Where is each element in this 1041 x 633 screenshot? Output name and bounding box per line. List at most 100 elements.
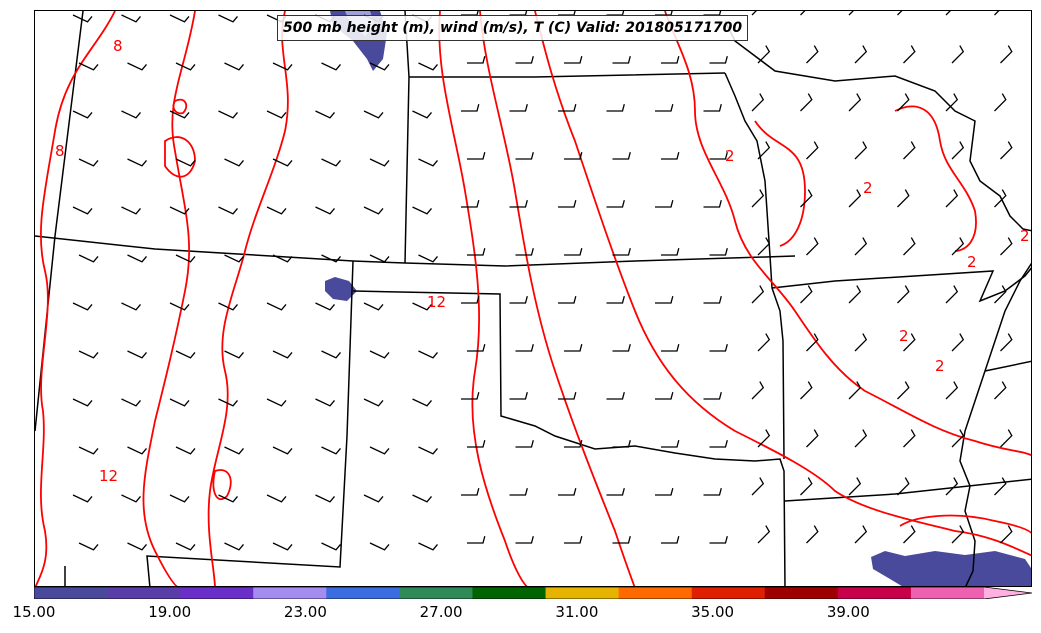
wind-barb — [370, 351, 389, 358]
wind-barb — [322, 543, 341, 550]
wind-barb — [855, 334, 866, 351]
contour-labels: 8 8 12 12 2 2 2 2 2 2 — [55, 37, 1030, 485]
wind-barb — [128, 63, 147, 70]
wind-barb — [710, 440, 728, 447]
wind-barb — [655, 296, 673, 303]
wind-barb — [128, 159, 147, 166]
wind-barb — [995, 382, 1006, 399]
wind-barb — [467, 152, 485, 159]
wind-barb — [758, 526, 769, 543]
wind-barb — [946, 286, 957, 303]
wind-barb — [655, 104, 673, 111]
temperature-contour — [895, 106, 976, 251]
wind-barb — [849, 94, 860, 111]
colorbar-tick-label: 31.00 — [555, 603, 598, 621]
wind-barb — [898, 11, 909, 15]
wind-barb — [558, 104, 576, 111]
wind-barb — [370, 447, 389, 454]
temperature-contour — [480, 11, 635, 587]
colorbar-segment — [326, 587, 400, 599]
border-line — [147, 261, 353, 587]
wind-barb — [413, 111, 432, 118]
temperature-contour — [213, 470, 230, 499]
wind-barb — [704, 488, 722, 495]
wind-barb — [79, 447, 98, 454]
colorbar-extend-arrow — [984, 587, 1032, 599]
wind-barb — [364, 207, 383, 214]
contour-label: 2 — [725, 147, 735, 165]
wind-barb — [946, 382, 957, 399]
wind-barb — [267, 399, 286, 406]
wind-barb — [1001, 526, 1012, 543]
colorbar-segment — [546, 587, 620, 599]
wind-barb — [461, 392, 479, 399]
colorbar-segment — [472, 587, 546, 599]
wind-barb — [995, 94, 1006, 111]
colorbar-segment — [692, 587, 766, 599]
wind-barb — [370, 255, 389, 262]
wind-barb — [413, 207, 432, 214]
wind-barb — [661, 536, 679, 543]
wind-barb — [322, 351, 341, 358]
wind-barb — [225, 351, 244, 358]
wind-barb — [322, 63, 341, 70]
wind-barb — [898, 286, 909, 303]
wind-barb — [807, 526, 818, 543]
wind-barb — [461, 296, 479, 303]
wind-barb — [849, 286, 860, 303]
wind-barb — [855, 238, 866, 255]
contour-label: 2 — [863, 179, 873, 197]
wind-barb — [79, 255, 98, 262]
colorbar-tick-label: 39.00 — [827, 603, 870, 621]
wind-barb — [855, 46, 866, 63]
colorbar-segments — [34, 587, 1032, 599]
wind-barb — [419, 447, 438, 454]
wind-barb — [946, 478, 957, 495]
wind-barb — [170, 495, 189, 502]
wind-barb — [661, 440, 679, 447]
wind-barb — [904, 238, 915, 255]
wind-barb — [176, 447, 195, 454]
wind-barb — [807, 46, 818, 63]
wind-barb — [752, 286, 763, 303]
wind-barb — [176, 543, 195, 550]
wind-barb — [267, 111, 286, 118]
wind-barb — [122, 15, 141, 22]
wind-barb — [316, 111, 335, 118]
wind-barb — [807, 238, 818, 255]
wind-barb — [364, 303, 383, 310]
wind-barb — [467, 344, 485, 351]
wind-barb — [1001, 238, 1012, 255]
wind-barb — [704, 104, 722, 111]
wind-barb — [904, 526, 915, 543]
wind-barb — [564, 536, 582, 543]
wind-barb — [952, 142, 963, 159]
wind-barb — [801, 382, 812, 399]
wind-barb — [758, 238, 769, 255]
wind-barb — [176, 63, 195, 70]
wind-barb — [801, 94, 812, 111]
border-line — [725, 21, 1032, 231]
contour-label: 12 — [427, 293, 446, 311]
wind-barb — [661, 248, 679, 255]
colorbar-segment — [253, 587, 327, 599]
wind-barb — [516, 56, 534, 63]
wind-barb — [170, 303, 189, 310]
contour-label: 12 — [99, 467, 118, 485]
wind-barb — [461, 104, 479, 111]
wind-barb — [655, 392, 673, 399]
wind-barb — [704, 296, 722, 303]
colorbar-tick-label: 19.00 — [148, 603, 191, 621]
wind-barb — [170, 399, 189, 406]
wind-barb — [316, 399, 335, 406]
wind-barb — [710, 344, 728, 351]
wind-barb — [510, 392, 528, 399]
wind-barb — [413, 495, 432, 502]
temperature-contour — [665, 11, 1032, 456]
contour-label: 2 — [935, 357, 945, 375]
wind-barb — [607, 392, 625, 399]
wind-barb — [122, 399, 141, 406]
wind-barb — [128, 447, 147, 454]
wind-barb — [661, 152, 679, 159]
wind-barb — [467, 536, 485, 543]
